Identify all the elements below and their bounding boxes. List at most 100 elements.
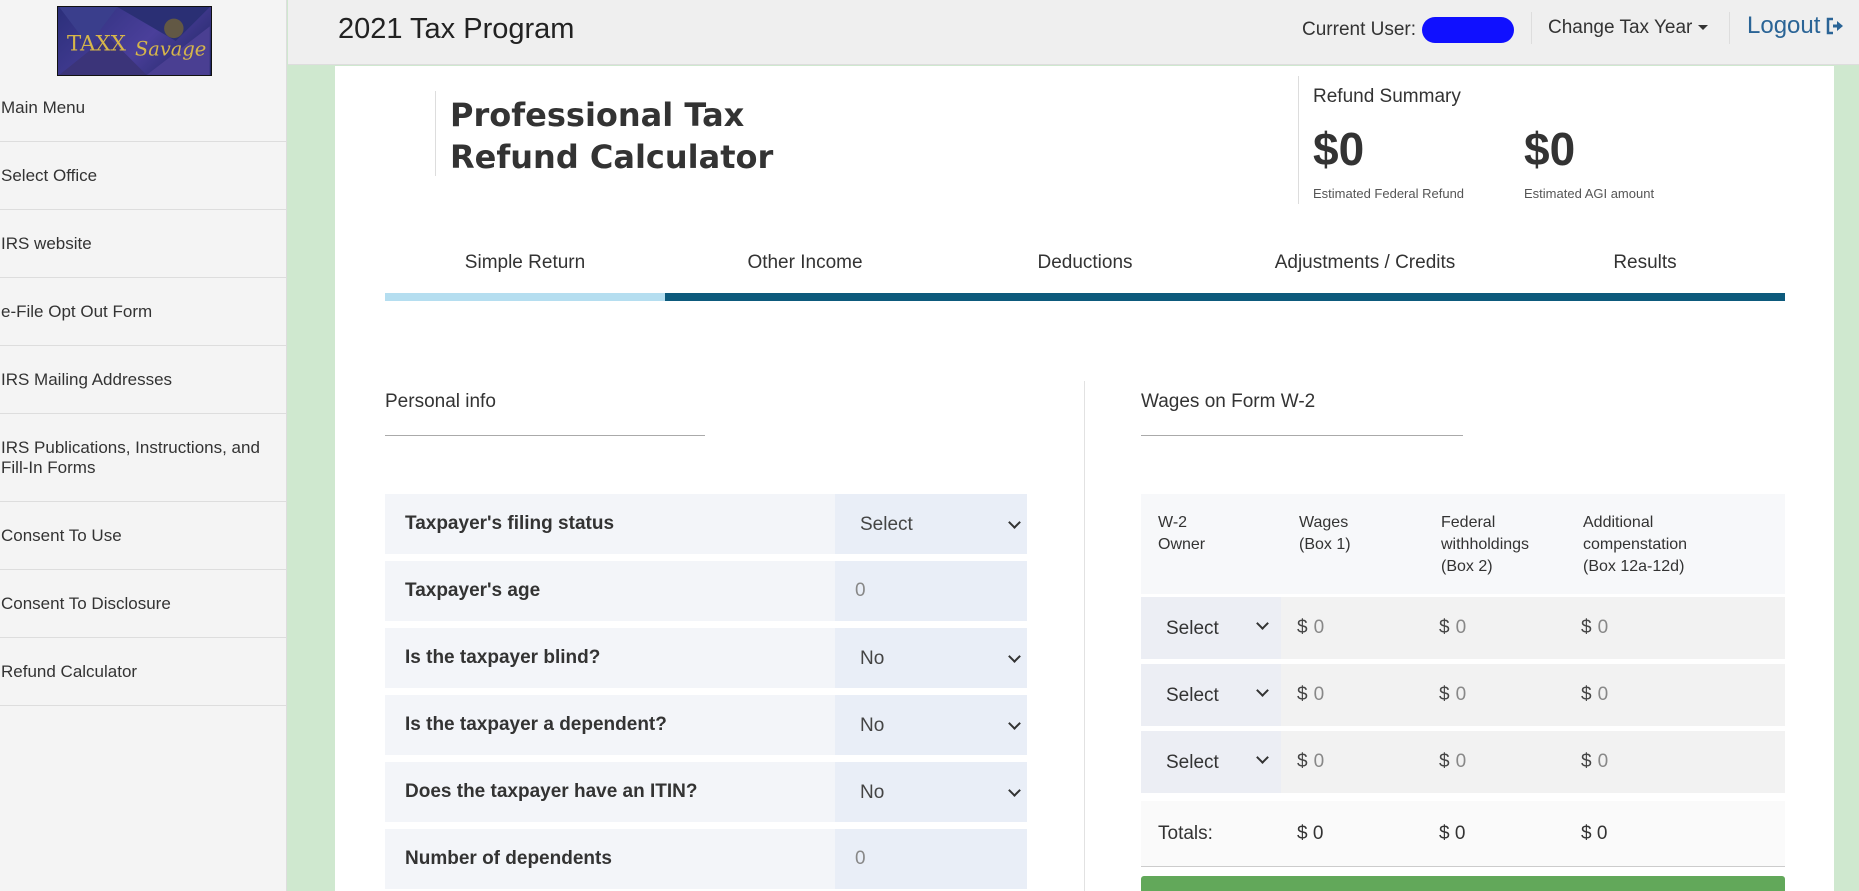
sidebar-item-irs-website[interactable]: IRS website xyxy=(0,210,287,278)
w2-additional-input[interactable]: $0 xyxy=(1581,751,1608,773)
sidebar-item-irs-mailing-addresses[interactable]: IRS Mailing Addresses xyxy=(0,346,287,414)
refund-summary: Refund Summary $0 Estimated Federal Refu… xyxy=(1298,76,1738,204)
chevron-down-icon xyxy=(1256,684,1269,697)
w2-additional-input[interactable]: $0 xyxy=(1581,617,1608,639)
w2-totals-wages: $ 0 xyxy=(1297,823,1324,844)
sidebar-item-main-menu[interactable]: Main Menu xyxy=(0,74,287,142)
currency-symbol: $ xyxy=(1439,617,1450,638)
taxpayer-dependent-select[interactable]: No xyxy=(835,695,1027,755)
sidebar: TAXX Savage Main Menu Select Office IRS … xyxy=(0,0,287,891)
taxpayer-itin-label: Does the taxpayer have an ITIN? xyxy=(405,781,698,802)
agi-note: Estimated AGI amount xyxy=(1524,186,1655,201)
taxpayer-blind-row: Is the taxpayer blind? No xyxy=(385,628,1027,688)
w2-wages-input[interactable]: $0 xyxy=(1297,751,1324,773)
agi-value: $0 xyxy=(1524,123,1576,175)
w2-additional-value: 0 xyxy=(1597,751,1609,772)
currency-symbol: $ xyxy=(1297,684,1308,705)
chevron-down-icon xyxy=(1008,516,1021,529)
currency-symbol: $ xyxy=(1439,684,1450,705)
w2-row: Select $0 $0 $0 xyxy=(1141,731,1785,793)
taxpayer-blind-select[interactable]: No xyxy=(835,628,1027,688)
currency-symbol: $ xyxy=(1581,617,1592,638)
logout-label: Logout xyxy=(1747,12,1821,39)
add-w2-button[interactable] xyxy=(1141,876,1785,891)
chevron-down-icon xyxy=(1256,617,1269,630)
w2-owner-value: Select xyxy=(1166,685,1219,706)
taxpayer-dependent-row: Is the taxpayer a dependent? No xyxy=(385,695,1027,755)
currency-symbol: $ xyxy=(1581,684,1592,705)
w2-row: Select $0 $0 $0 xyxy=(1141,664,1785,726)
sidebar-item-refund-calculator[interactable]: Refund Calculator xyxy=(0,638,287,706)
filing-status-row: Taxpayer's filing status Select xyxy=(385,494,1027,554)
tab-simple-return[interactable]: Simple Return xyxy=(464,252,586,273)
taxpayer-itin-select[interactable]: No xyxy=(835,762,1027,822)
filing-status-select[interactable]: Select xyxy=(835,494,1027,554)
number-of-dependents-input[interactable]: 0 xyxy=(835,829,1027,889)
sidebar-item-irs-publications[interactable]: IRS Publications, Instructions, and Fill… xyxy=(0,414,287,502)
taxx-savage-logo[interactable]: TAXX Savage xyxy=(57,6,212,76)
sidebar-item-consent-to-use[interactable]: Consent To Use xyxy=(0,502,287,570)
logout-link[interactable]: Logout xyxy=(1747,12,1845,40)
number-of-dependents-value: 0 xyxy=(855,848,866,869)
w2-totals-label: Totals: xyxy=(1158,823,1213,844)
w2-totals-additional: $ 0 xyxy=(1581,823,1608,844)
w2-additional-input[interactable]: $0 xyxy=(1581,684,1608,706)
filing-status-label: Taxpayer's filing status xyxy=(405,513,615,534)
tab-deductions[interactable]: Deductions xyxy=(1037,252,1133,273)
title-divider xyxy=(435,91,436,176)
taxpayer-age-row: Taxpayer's age 0 xyxy=(385,561,1027,621)
taxpayer-dependent-label: Is the taxpayer a dependent? xyxy=(405,714,667,735)
currency-symbol: $ xyxy=(1297,751,1308,772)
tab-results[interactable]: Results xyxy=(1613,252,1677,273)
w2-additional-value: 0 xyxy=(1597,684,1609,705)
tab-other-income[interactable]: Other Income xyxy=(747,252,863,273)
taxpayer-age-input[interactable]: 0 xyxy=(835,561,1027,621)
sidebar-item-select-office[interactable]: Select Office xyxy=(0,142,287,210)
currency-symbol: $ xyxy=(1439,751,1450,772)
w2-wages-header: Wages (Box 1) xyxy=(1299,514,1351,553)
change-tax-year-dropdown[interactable]: Change Tax Year xyxy=(1548,17,1709,39)
sidebar-menu: Main Menu Select Office IRS website e-Fi… xyxy=(0,74,287,706)
number-of-dependents-row: Number of dependents 0 xyxy=(385,829,1027,889)
w2-federal-value: 0 xyxy=(1455,684,1467,705)
sidebar-item-consent-to-disclosure[interactable]: Consent To Disclosure xyxy=(0,570,287,638)
sign-out-icon xyxy=(1827,17,1844,35)
w2-additional-header: Additional compenstation (Box 12a-12d) xyxy=(1583,514,1688,575)
tab-adjustments-credits[interactable]: Adjustments / Credits xyxy=(1274,252,1456,273)
change-tax-year-label: Change Tax Year xyxy=(1548,17,1693,38)
w2-federal-input[interactable]: $0 xyxy=(1439,617,1466,639)
w2-totals-row: Totals: $ 0 $ 0 $ 0 xyxy=(1141,801,1785,867)
w2-wages-value: 0 xyxy=(1313,684,1325,705)
w2-wages-input[interactable]: $0 xyxy=(1297,684,1324,706)
w2-federal-input[interactable]: $0 xyxy=(1439,684,1466,706)
w2-wages-input[interactable]: $0 xyxy=(1297,617,1324,639)
w2-owner-value: Select xyxy=(1166,752,1219,773)
logo-graphic: TAXX Savage xyxy=(59,7,210,75)
federal-refund-note: Estimated Federal Refund xyxy=(1313,186,1465,201)
tab-active-indicator xyxy=(385,293,665,301)
filing-status-value: Select xyxy=(860,514,913,535)
app-title: 2021 Tax Program xyxy=(338,13,575,45)
calculator-title-line2: Refund Calculator xyxy=(450,138,774,176)
taxpayer-age-value: 0 xyxy=(855,580,866,601)
sidebar-item-efile-opt-out[interactable]: e-File Opt Out Form xyxy=(0,278,287,346)
currency-symbol: $ xyxy=(1297,617,1308,638)
w2-owner-select[interactable]: Select xyxy=(1141,731,1281,793)
chevron-down-icon xyxy=(1008,717,1021,730)
w2-row: Select $0 $0 $0 xyxy=(1141,597,1785,659)
number-of-dependents-label: Number of dependents xyxy=(405,848,612,869)
w2-owner-select[interactable]: Select xyxy=(1141,597,1281,659)
personal-info-title: Personal info xyxy=(385,391,705,436)
taxpayer-dependent-value: No xyxy=(860,715,885,736)
w2-owner-header: W-2 Owner xyxy=(1158,514,1206,553)
redacted-username xyxy=(1422,17,1515,43)
w2-additional-value: 0 xyxy=(1597,617,1609,638)
logo-text-savage: Savage xyxy=(135,38,206,61)
current-user-label: Current User: xyxy=(1302,19,1417,40)
calculator-card: Professional Tax Refund Calculator Refun… xyxy=(335,66,1834,891)
w2-owner-select[interactable]: Select xyxy=(1141,664,1281,726)
taxpayer-age-label: Taxpayer's age xyxy=(405,580,541,601)
w2-table-header: W-2 Owner Wages (Box 1) Federal withhold… xyxy=(1141,494,1785,594)
w2-federal-input[interactable]: $0 xyxy=(1439,751,1466,773)
calculator-title: Professional Tax Refund Calculator xyxy=(450,94,773,178)
